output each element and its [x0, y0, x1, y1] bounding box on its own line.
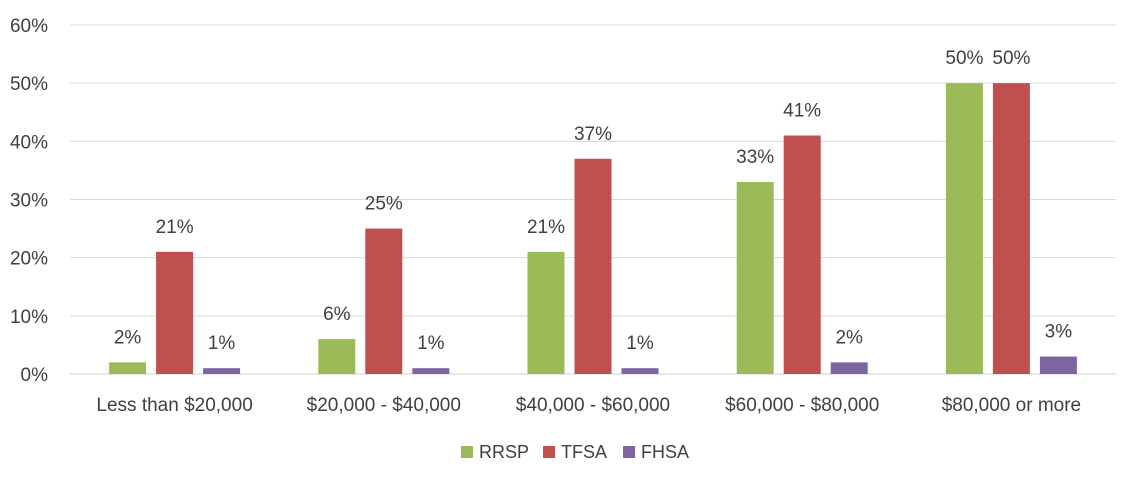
bar-tfsa	[783, 135, 821, 374]
legend-swatch	[623, 446, 635, 458]
bar-rrsp	[736, 182, 774, 374]
x-tick-label: $20,000 - $40,000	[307, 395, 461, 416]
data-label: 33%	[736, 147, 774, 168]
x-tick-label: $60,000 - $80,000	[725, 395, 879, 416]
legend-swatch	[543, 446, 555, 458]
bar-fhsa	[1039, 356, 1077, 374]
y-tick-label: 60%	[10, 16, 48, 37]
data-label: 50%	[992, 48, 1030, 69]
x-tick-label: Less than $20,000	[96, 395, 252, 416]
legend: RRSP TFSA FHSA	[461, 442, 689, 462]
data-label: 25%	[365, 194, 403, 215]
y-tick-label: 20%	[10, 249, 48, 270]
bar-fhsa	[203, 368, 241, 374]
y-tick-label: 50%	[10, 74, 48, 95]
bar-tfsa	[992, 83, 1030, 375]
bars	[109, 83, 1077, 375]
data-label: 2%	[835, 327, 863, 348]
bar-rrsp	[945, 83, 983, 375]
data-label: 6%	[323, 304, 351, 325]
data-label: 3%	[1045, 322, 1073, 343]
legend-label: RRSP	[479, 442, 529, 462]
bar-tfsa	[574, 158, 612, 374]
data-label: 21%	[527, 217, 565, 238]
data-labels: 2% 21% 1% 6% 25% 1% 21% 37% 1% 33% 41% 2% 50% 50% 3%	[114, 48, 1072, 354]
bar-fhsa	[412, 368, 450, 374]
x-tick-label: $40,000 - $60,000	[516, 395, 670, 416]
y-axis-ticks: 0% 10% 20% 30% 40% 50% 60%	[10, 16, 48, 386]
bar-rrsp	[109, 362, 147, 374]
gridlines	[70, 24, 1116, 375]
legend-label: FHSA	[641, 442, 689, 462]
bar-tfsa	[365, 228, 403, 374]
data-label: 50%	[945, 48, 983, 69]
data-label: 1%	[626, 333, 654, 354]
y-tick-label: 30%	[10, 191, 48, 212]
data-label: 1%	[417, 333, 445, 354]
data-label: 2%	[114, 327, 142, 348]
bar-fhsa	[621, 368, 659, 374]
bar-fhsa	[830, 362, 868, 374]
data-label: 41%	[783, 101, 821, 122]
data-label: 21%	[156, 217, 194, 238]
bar-rrsp	[318, 339, 356, 374]
legend-label: TFSA	[561, 442, 607, 462]
legend-swatch	[461, 446, 473, 458]
x-axis-categories: Less than $20,000 $20,000 - $40,000 $40,00…	[96, 395, 1081, 416]
bar-rrsp	[527, 251, 565, 374]
x-tick-label: $80,000 or more	[942, 395, 1081, 416]
bar-tfsa	[156, 251, 194, 374]
y-tick-label: 0%	[21, 365, 49, 386]
y-tick-label: 40%	[10, 132, 48, 153]
data-label: 1%	[208, 333, 236, 354]
data-label: 37%	[574, 124, 612, 145]
y-tick-label: 10%	[10, 307, 48, 328]
